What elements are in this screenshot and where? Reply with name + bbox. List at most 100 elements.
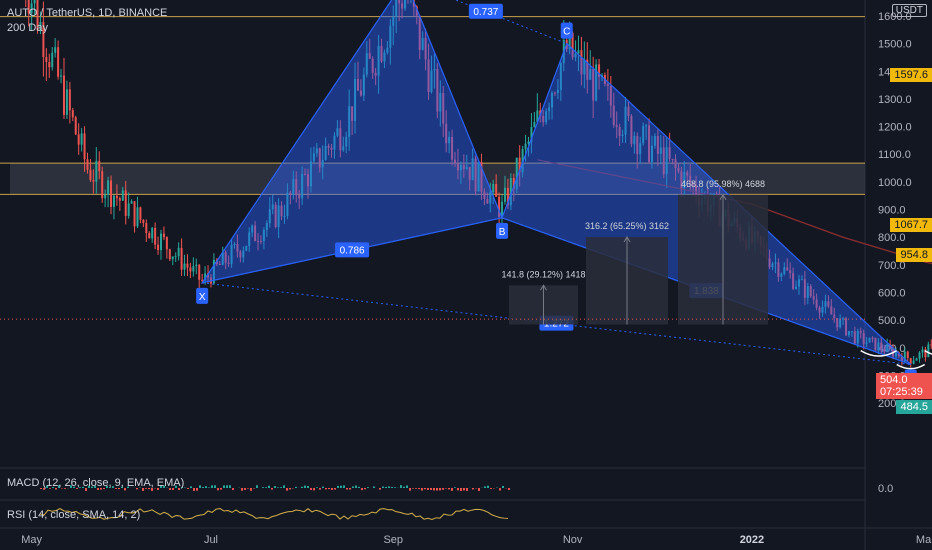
candle-body [536,110,539,122]
macd-bar [202,486,204,488]
candle-body [483,191,486,199]
macd-bar [319,488,321,490]
candle-body [906,351,909,359]
macd-bar [274,486,276,488]
candle-body [27,0,30,14]
candle-body [92,180,95,182]
macd-bar [91,486,93,488]
macd-bar [118,488,120,490]
candle-body [551,92,554,108]
candle-body [307,174,309,187]
candle-body [783,267,786,274]
candle-body [154,227,157,245]
candle-body [254,225,257,242]
candle-body [227,262,230,264]
macd-bar [352,486,354,488]
candle-body [77,134,80,145]
candle-body [609,85,612,106]
candle-body [515,157,518,189]
candle-body [312,153,315,162]
macd-bar [304,485,306,488]
candle-body [157,244,160,251]
candle-body [298,195,301,199]
candle-body [792,273,795,289]
candle-body [509,178,512,206]
macd-bar [40,488,42,490]
macd-bar [64,488,66,489]
candle-body [877,342,880,351]
macd-bar [409,488,411,491]
candle-body [51,52,54,68]
macd-bar [265,487,267,488]
candle-body [430,70,433,92]
candle-body [54,47,57,53]
candle-body [327,146,330,148]
macd-bar [211,485,213,488]
macd-axis-label: 0.0 [878,483,893,495]
target-label: 316.2 (65.25%) 3162 [585,221,669,231]
candle-body [351,106,354,121]
candle-body [230,244,233,264]
candle-body [847,331,850,336]
candle-body [624,106,627,135]
ratio-label: 0.737 [473,7,498,18]
candle-body [830,306,833,315]
macd-bar [388,486,390,488]
macd-bar [463,488,465,491]
rsi-line [39,507,509,521]
macd-bar [97,488,99,491]
candle-body [548,107,551,112]
candle-body [48,62,51,68]
candle-body [33,0,36,4]
macd-bar [442,488,444,490]
candle-body [777,262,780,277]
candle-body [295,179,298,196]
candle-body [915,358,918,361]
candle-body [371,58,374,73]
macd-bar [364,488,366,490]
macd-bar [220,488,222,490]
candle-body [824,301,827,307]
candle-body [286,192,289,216]
candle-body [395,0,398,17]
candle-body [715,193,718,196]
candle-body [636,136,639,155]
candle-body [368,53,371,59]
candle-body [359,90,362,96]
candle-body [871,337,874,339]
candle-body [324,146,327,160]
arc-center [896,363,926,370]
x-tick-label: Mar [916,534,932,546]
candle-body [142,219,145,223]
rsi-label[interactable]: RSI (14, close, SMA, 14, 2) [7,509,141,521]
pattern-line-xb [202,217,503,284]
currency-badge[interactable]: USDT [891,4,927,17]
candle-body [245,245,248,251]
macd-label[interactable]: MACD (12, 26, close, 9, EMA, EMA) [7,477,185,489]
candle-body [921,349,924,353]
macd-bar [424,488,426,490]
candle-body [189,267,192,272]
candle-body [336,128,339,136]
macd-bar [160,485,162,488]
candle-body [212,259,215,284]
macd-bar [331,488,333,490]
candle-body [495,183,498,197]
candle-body [856,331,859,344]
macd-bar [379,488,381,490]
candle-body [842,318,845,320]
macd-bar [295,486,297,488]
candle-body [233,244,236,246]
ratio-label-box [468,3,503,19]
pattern-point-label: B [499,227,506,238]
indicator-title[interactable]: 200 Day [7,22,48,34]
candle-body [345,136,348,147]
macd-bar [427,488,429,490]
macd-bar [307,486,309,488]
candle-body [224,252,227,263]
candle-body [289,192,292,196]
candle-body [130,201,133,204]
candle-body [518,157,521,173]
symbol-title[interactable]: AUTO / TetherUS, 1D, BINANCE [7,7,168,19]
